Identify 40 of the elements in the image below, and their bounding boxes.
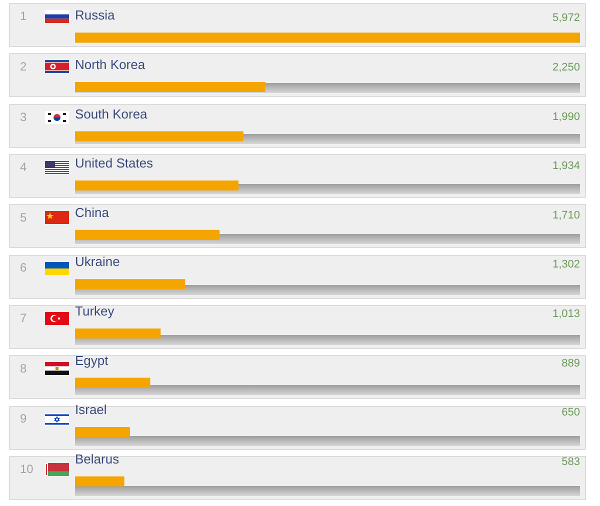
text: 7 — [20, 310, 27, 325]
data-label: 1,710 — [552, 209, 580, 222]
bar — [75, 230, 220, 240]
bar — [75, 131, 244, 142]
bar — [75, 32, 580, 43]
data-label: 1,934 — [552, 160, 580, 172]
y-tick-label: North Korea — [75, 56, 146, 72]
bar — [75, 279, 186, 290]
y-tick-label: Belarus — [75, 451, 120, 466]
text: 1 — [20, 9, 27, 24]
y-tick-label: Turkey — [75, 303, 115, 318]
bar — [75, 82, 266, 92]
bar — [75, 328, 161, 338]
y-tick-label: Israel — [75, 402, 107, 418]
bar — [75, 476, 124, 486]
y-tick-label: China — [75, 204, 110, 220]
text: 3 — [20, 110, 27, 124]
y-tick-label: Egypt — [75, 352, 109, 368]
data-label: 889 — [562, 357, 580, 370]
data-label: 1,990 — [552, 110, 580, 123]
y-tick-label: South Korea — [75, 106, 148, 122]
y-tick-label: Ukraine — [75, 254, 120, 270]
text: 6 — [20, 260, 27, 275]
bar — [75, 378, 150, 388]
text: 10 — [20, 462, 34, 476]
text: 9 — [20, 412, 27, 426]
text: 4 — [20, 160, 27, 174]
data-label: 1,302 — [552, 258, 580, 271]
bar — [75, 180, 239, 191]
data-label: 5,972 — [552, 12, 580, 24]
y-tick-label: Russia — [75, 8, 116, 23]
bar — [75, 427, 130, 438]
text: 8 — [20, 361, 27, 376]
data-label: 583 — [562, 456, 580, 468]
data-label: 2,250 — [552, 61, 580, 74]
data-label: 650 — [562, 406, 580, 419]
text: 2 — [20, 59, 27, 74]
text: 5 — [20, 210, 27, 224]
y-tick-label: United States — [75, 156, 154, 171]
data-label: 1,013 — [552, 308, 580, 320]
